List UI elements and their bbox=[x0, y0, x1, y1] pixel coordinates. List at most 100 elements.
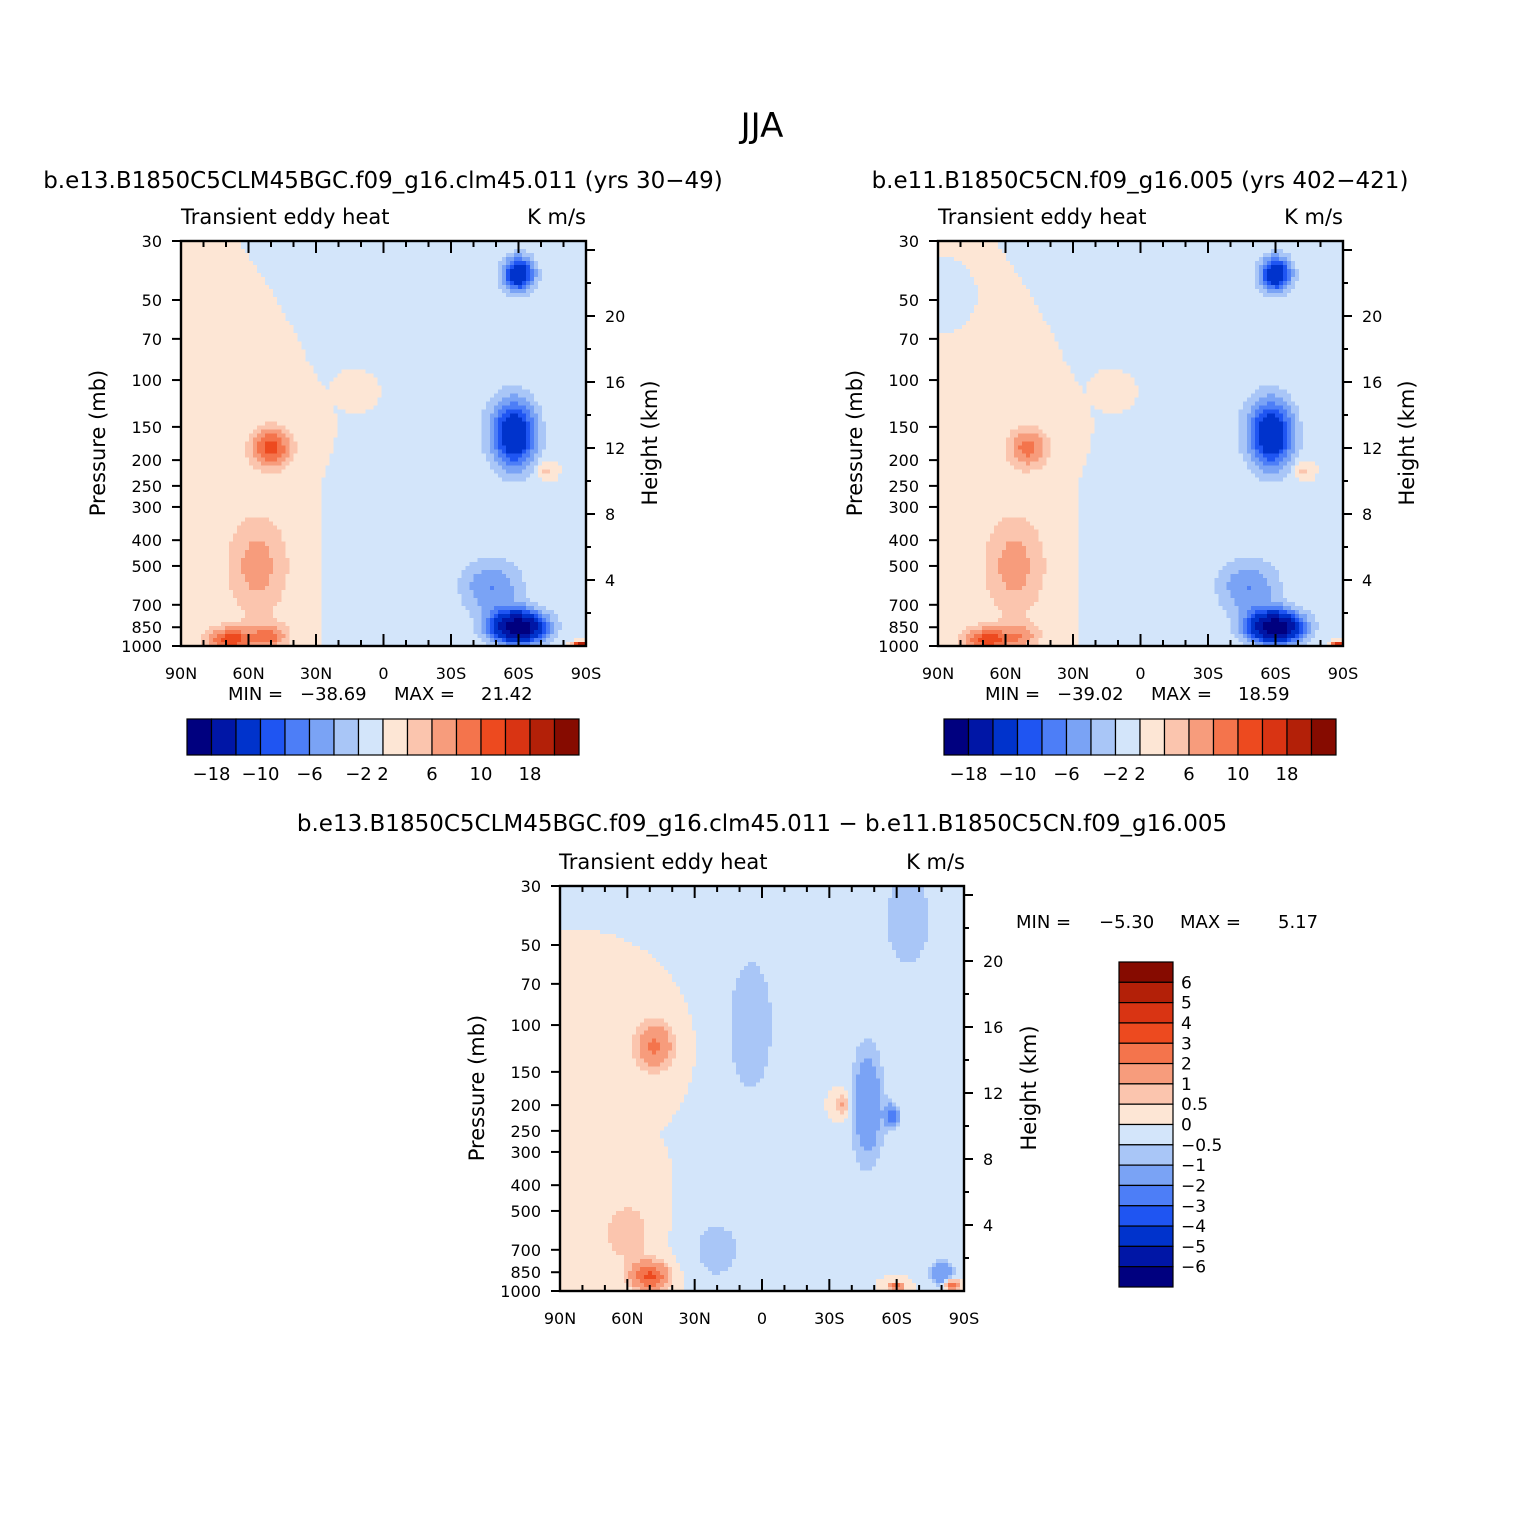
field-cell bbox=[209, 333, 214, 338]
field-cell bbox=[305, 365, 310, 370]
field-cell bbox=[257, 441, 262, 447]
field-cell bbox=[265, 453, 270, 459]
field-cell bbox=[185, 461, 190, 467]
field-cell bbox=[357, 633, 363, 639]
field-cell bbox=[233, 301, 238, 306]
field-cell bbox=[361, 597, 367, 603]
field-cell bbox=[285, 293, 290, 298]
field-cell bbox=[333, 269, 338, 274]
field-cell bbox=[325, 281, 330, 286]
field-cell bbox=[245, 497, 250, 503]
field-cell bbox=[249, 477, 254, 483]
field-cell bbox=[189, 621, 194, 627]
field-cell bbox=[253, 565, 258, 571]
field-cell bbox=[209, 517, 214, 523]
field-cell bbox=[305, 413, 310, 419]
field-cell bbox=[309, 365, 314, 370]
field-cell bbox=[241, 253, 246, 258]
field-cell bbox=[181, 265, 186, 270]
field-cell bbox=[253, 369, 258, 374]
field-cell bbox=[233, 401, 238, 407]
field-cell bbox=[233, 341, 238, 346]
field-cell bbox=[337, 293, 342, 298]
field-cell bbox=[373, 417, 379, 423]
field-cell bbox=[221, 313, 226, 318]
field-cell bbox=[357, 361, 363, 366]
field-cell bbox=[237, 365, 242, 370]
field-cell bbox=[245, 465, 250, 471]
field-cell bbox=[373, 641, 379, 647]
field-cell bbox=[301, 565, 306, 571]
field-cell bbox=[253, 385, 258, 390]
field-cell bbox=[373, 521, 379, 527]
field-cell bbox=[249, 249, 254, 254]
field-cell bbox=[277, 265, 282, 270]
field-cell bbox=[361, 525, 367, 531]
field-cell bbox=[245, 301, 250, 306]
field-cell bbox=[233, 597, 238, 603]
field-cell bbox=[261, 361, 266, 366]
field-cell bbox=[253, 529, 258, 535]
field-cell bbox=[277, 361, 282, 366]
field-cell bbox=[201, 453, 206, 459]
field-cell bbox=[213, 473, 218, 479]
field-cell bbox=[337, 493, 342, 499]
field-cell bbox=[325, 545, 330, 551]
field-cell bbox=[205, 481, 210, 487]
field-cell bbox=[193, 553, 198, 559]
field-cell bbox=[205, 573, 210, 579]
field-cell bbox=[349, 321, 355, 326]
field-cell bbox=[357, 541, 363, 547]
field-cell bbox=[293, 365, 298, 370]
field-cell bbox=[269, 561, 274, 567]
field-cell bbox=[301, 581, 306, 587]
field-cell bbox=[205, 361, 210, 366]
field-cell bbox=[269, 489, 274, 495]
field-cell bbox=[369, 277, 375, 282]
field-cell bbox=[313, 525, 318, 531]
field-cell bbox=[317, 537, 322, 543]
field-cell bbox=[297, 273, 302, 278]
field-cell bbox=[333, 533, 338, 539]
field-cell bbox=[197, 305, 202, 310]
field-cell bbox=[321, 253, 326, 258]
field-cell bbox=[333, 565, 338, 571]
field-cell bbox=[277, 441, 282, 447]
field-cell bbox=[357, 297, 363, 302]
field-cell bbox=[265, 401, 270, 407]
field-cell bbox=[301, 333, 306, 338]
field-cell bbox=[217, 489, 222, 495]
field-cell bbox=[193, 309, 198, 314]
field-cell bbox=[209, 309, 214, 314]
field-cell bbox=[209, 433, 214, 439]
field-cell bbox=[233, 385, 238, 390]
field-cell bbox=[301, 241, 306, 246]
field-cell bbox=[373, 273, 379, 278]
field-cell bbox=[341, 637, 347, 643]
field-cell bbox=[261, 477, 266, 483]
field-cell bbox=[245, 373, 250, 378]
field-cell bbox=[289, 245, 294, 250]
field-cell bbox=[249, 365, 254, 370]
field-cell bbox=[369, 625, 375, 631]
field-cell bbox=[205, 313, 210, 318]
field-cell bbox=[217, 465, 222, 471]
field-cell bbox=[197, 445, 202, 451]
field-cell bbox=[345, 313, 351, 318]
field-cell bbox=[257, 337, 262, 342]
field-cell bbox=[301, 541, 306, 547]
field-cell bbox=[365, 337, 371, 342]
field-cell bbox=[277, 633, 282, 639]
field-cell bbox=[321, 353, 326, 358]
field-cell bbox=[249, 473, 254, 479]
field-cell bbox=[297, 545, 302, 551]
field-cell bbox=[317, 389, 322, 394]
field-cell bbox=[333, 601, 338, 607]
field-cell bbox=[193, 613, 198, 619]
field-cell bbox=[325, 633, 330, 639]
field-cell bbox=[201, 417, 206, 423]
field-cell bbox=[269, 633, 274, 639]
field-cell bbox=[349, 625, 355, 631]
field-cell bbox=[245, 461, 250, 467]
field-cell bbox=[317, 369, 322, 374]
